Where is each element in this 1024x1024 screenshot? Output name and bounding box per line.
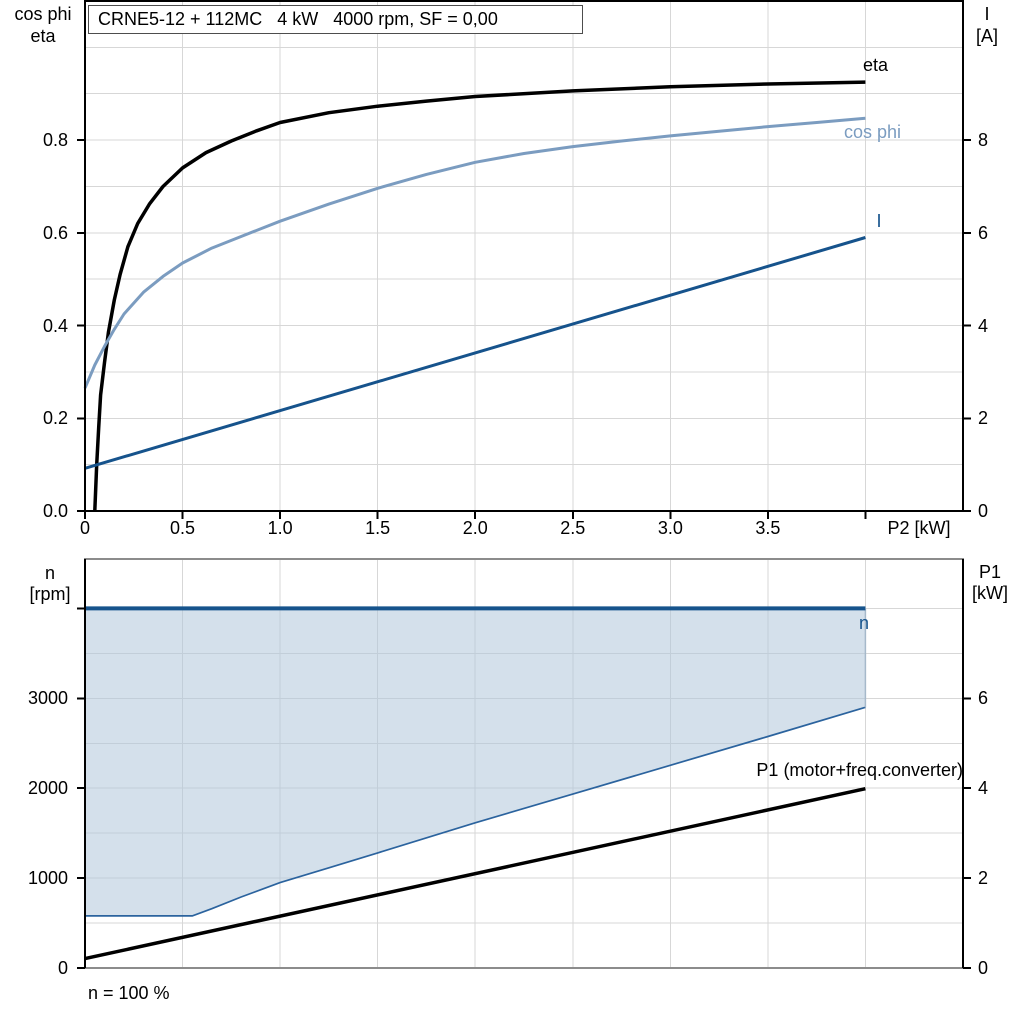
n-curve-label: n xyxy=(858,613,869,633)
y-right-tick-label: 2 xyxy=(978,408,989,429)
x-tick-label: 3.0 xyxy=(657,518,683,538)
top-right-axis-label-ampere-unit: [A] xyxy=(975,26,998,46)
x-axis-label-p2: P2 [kW] xyxy=(887,518,951,538)
current-curve-label: I xyxy=(876,211,882,231)
x-tick-label: 1.0 xyxy=(267,518,293,538)
top-left-axis-label-eta: eta xyxy=(30,26,56,46)
bottom-left-axis-label-n: n xyxy=(44,563,55,583)
top-right-axis-label-current: I xyxy=(984,4,990,24)
y-left-tick-label: 2000 xyxy=(27,778,68,799)
y-right-tick-label: 4 xyxy=(978,315,989,336)
bottom-right-axis-label-kw-unit: [kW] xyxy=(972,583,1008,603)
y-right-tick-label: 4 xyxy=(978,778,989,799)
tick-marks xyxy=(77,607,971,969)
top-left-axis-label-cosphi: cos phi xyxy=(14,4,72,24)
bottom-left-axis-label-rpm-unit: [rpm] xyxy=(29,584,71,604)
chart-title: CRNE5-12 + 112MC 4 kW 4000 rpm, SF = 0,0… xyxy=(88,5,583,34)
y-left-tick-label: 1000 xyxy=(27,868,68,889)
plot-frame xyxy=(84,0,964,512)
x-tick-label: 1.5 xyxy=(365,518,391,538)
p1-curve-label: P1 (motor+freq.converter) xyxy=(756,760,963,780)
curve-i xyxy=(84,236,866,470)
speed-range-area xyxy=(85,608,866,916)
y-right-tick-label: 6 xyxy=(978,688,989,709)
x-tick-label: 0 xyxy=(79,518,90,538)
min-speed-curve xyxy=(85,706,866,917)
tick-marks xyxy=(77,139,971,519)
y-left-tick-label: 0 xyxy=(57,958,68,978)
top-chart xyxy=(77,0,971,519)
y-left-tick-label: 0.8 xyxy=(42,130,68,151)
x-tick-label: 3.5 xyxy=(755,518,781,538)
y-left-tick-label: 0.0 xyxy=(42,501,68,521)
x-tick-label: 2.5 xyxy=(560,518,586,538)
y-left-tick-label: 0.2 xyxy=(42,408,68,429)
y-right-tick-label: 0 xyxy=(978,958,989,978)
plot-frame xyxy=(84,558,964,969)
bottom-chart xyxy=(77,558,971,969)
gridlines xyxy=(85,1,963,511)
x-tick-label: 0.5 xyxy=(170,518,196,538)
y-right-tick-label: 0 xyxy=(978,501,989,521)
y-left-tick-label: 0.6 xyxy=(42,222,68,243)
y-right-tick-label: 8 xyxy=(978,130,989,151)
x-tick-label: 2.0 xyxy=(462,518,488,538)
y-right-tick-label: 6 xyxy=(978,222,989,243)
bottom-right-axis-label-p1: P1 xyxy=(978,562,1002,582)
curve-p1-motor-freq-converter- xyxy=(84,786,866,961)
eta-curve-label: eta xyxy=(863,55,889,75)
y-left-tick-label: 3000 xyxy=(27,688,68,709)
curve-cos-phi xyxy=(83,116,866,389)
cos-phi-curve-label: cos phi xyxy=(844,122,902,142)
y-left-tick-label: 0.4 xyxy=(42,315,68,336)
y-right-tick-label: 2 xyxy=(978,868,989,889)
curve-eta xyxy=(93,80,866,512)
speed-footnote: n = 100 % xyxy=(88,983,170,1003)
